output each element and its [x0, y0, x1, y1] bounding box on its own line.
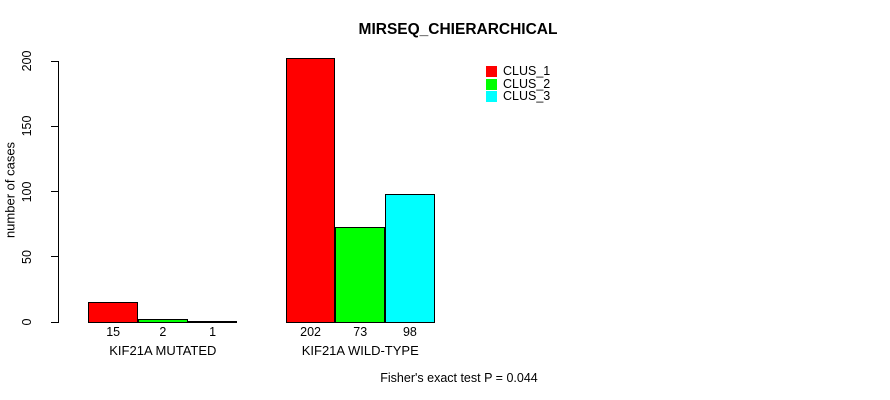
category-label: KIF21A WILD-TYPE	[301, 343, 419, 358]
bar-clus_1-1	[88, 302, 138, 323]
legend-row: CLUS_3	[486, 90, 550, 103]
bar-clus_2-2	[335, 226, 386, 323]
legend: CLUS_1 CLUS_2 CLUS_3	[486, 65, 550, 103]
legend-swatch-clus_1	[486, 65, 497, 77]
legend-label: CLUS_3	[503, 89, 551, 104]
bar-clus_3-1	[187, 320, 238, 323]
legend-label: CLUS_1	[503, 63, 551, 78]
legend-row: CLUS_1	[486, 65, 550, 78]
legend-swatch-clus_2	[486, 78, 497, 90]
y-axis-tick-label: 200	[20, 50, 34, 72]
y-axis-tick-label: 0	[20, 318, 34, 326]
bar-value-label: 2	[159, 325, 167, 339]
y-axis-tick	[51, 321, 58, 323]
y-axis-tick-label: 50	[20, 249, 34, 264]
y-axis-label: number of cases	[2, 141, 18, 239]
bar-value-label: 202	[300, 325, 321, 339]
bar-value-label: 73	[353, 325, 368, 339]
bar-value-label: 15	[106, 325, 121, 339]
legend-swatch-clus_3	[486, 91, 497, 103]
y-axis-line	[58, 61, 59, 323]
category-label: KIF21A MUTATED	[109, 343, 217, 358]
annotation-text: Fisher's exact test P = 0.044	[380, 371, 538, 385]
legend-label: CLUS_2	[503, 76, 551, 91]
bar-clus_3-2	[385, 194, 435, 323]
y-axis-tick	[51, 125, 58, 127]
bar-value-label: 1	[209, 325, 217, 339]
bar-value-label: 98	[402, 325, 417, 339]
y-axis-tick-label: 150	[20, 115, 34, 137]
bar-clus_2-1	[138, 319, 188, 323]
y-axis-tick	[51, 256, 58, 258]
bar-clus_1-2	[285, 58, 336, 323]
chart-title: MIRSEQ_CHIERARCHICAL	[358, 21, 558, 38]
y-axis-tick-label: 100	[20, 181, 34, 202]
y-axis-tick	[51, 191, 58, 192]
legend-row: CLUS_2	[486, 76, 551, 91]
y-axis-tick	[51, 60, 58, 62]
